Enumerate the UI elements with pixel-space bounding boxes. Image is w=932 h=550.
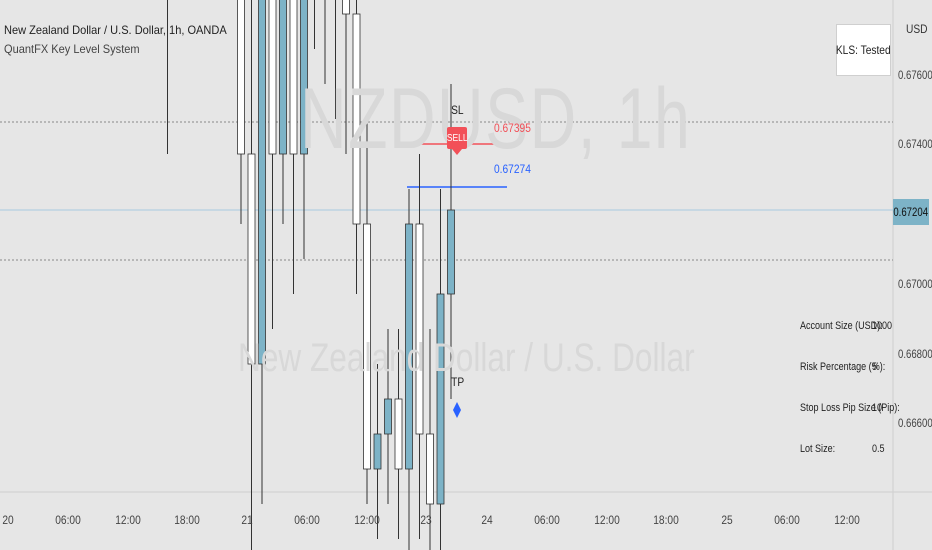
sell-signal-text: SELL	[446, 132, 468, 144]
sl-marker-label: SL	[451, 103, 464, 117]
currency-label[interactable]: USD	[906, 22, 928, 36]
candle-body	[405, 223, 413, 470]
price-label: 0.67400	[898, 137, 932, 151]
current-price-value: 0.67204	[893, 205, 929, 219]
candle-body	[384, 398, 392, 435]
calc-value-lot: 0.5	[872, 443, 885, 455]
candle-body	[247, 153, 256, 365]
time-label: 20	[2, 513, 14, 527]
candle-body	[352, 13, 361, 225]
time-label: 06:00	[55, 513, 81, 527]
entry-price-label: 0.67274	[494, 162, 531, 176]
sl-price-label: 0.67395	[494, 121, 531, 135]
calc-label-risk: Risk Percentage (%):	[800, 361, 886, 373]
time-label: 21	[241, 513, 253, 527]
time-label: 18:00	[653, 513, 679, 527]
calc-value-stoploss: 10	[872, 402, 883, 414]
price-label: 0.66800	[898, 347, 932, 361]
kls-status-text: KLS: Tested	[836, 43, 891, 57]
indicator-legend[interactable]: QuantFX Key Level System	[4, 42, 140, 56]
time-label: 12:00	[834, 513, 860, 527]
price-label: 0.66600	[898, 416, 932, 430]
calc-label-stoploss: Stop Loss Pip Size (Pip):	[800, 402, 900, 414]
price-label: 0.67000	[898, 277, 932, 291]
candle-body	[289, 0, 298, 155]
candle-body	[436, 293, 445, 505]
candle-body	[363, 223, 371, 470]
time-label: 18:00	[174, 513, 200, 527]
calc-value-account: 1000	[872, 320, 893, 332]
time-label: 12:00	[354, 513, 380, 527]
current-price-tag: 0.67204	[893, 199, 929, 225]
time-label: 06:00	[534, 513, 560, 527]
candle-body	[258, 0, 266, 365]
candle-body	[415, 223, 424, 435]
calc-value-risk: 5	[872, 361, 878, 373]
tp-diamond-icon	[453, 402, 461, 418]
candle-body	[300, 0, 308, 155]
calc-label-account: Account Size (USD):	[800, 320, 883, 332]
candle-body	[237, 0, 245, 155]
candle-body	[373, 433, 382, 470]
price-label: 0.67600	[898, 68, 932, 82]
sell-signal-pointer	[452, 149, 462, 155]
symbol-watermark: NZDUSD, 1h	[300, 71, 692, 167]
candle-body	[279, 0, 287, 155]
sell-signal-badge[interactable]: SELL	[447, 127, 467, 149]
symbol-legend[interactable]: New Zealand Dollar / U.S. Dollar, 1h, OA…	[4, 23, 227, 37]
time-label: 12:00	[115, 513, 141, 527]
candle-body	[447, 209, 455, 295]
time-label: 06:00	[774, 513, 800, 527]
time-label: 23	[420, 513, 432, 527]
time-label: 12:00	[594, 513, 620, 527]
kls-status-badge: KLS: Tested	[836, 24, 891, 76]
time-label: 25	[721, 513, 733, 527]
tp-marker-label: TP	[451, 375, 465, 389]
candle-body	[268, 0, 277, 155]
candle-body	[394, 398, 403, 470]
time-label: 24	[481, 513, 493, 527]
candle-body	[342, 0, 350, 15]
candle-body	[426, 433, 434, 505]
calc-label-lot: Lot Size:	[800, 443, 836, 455]
description-watermark: New Zealand Dollar / U.S. Dollar	[238, 336, 695, 380]
time-label: 06:00	[294, 513, 320, 527]
